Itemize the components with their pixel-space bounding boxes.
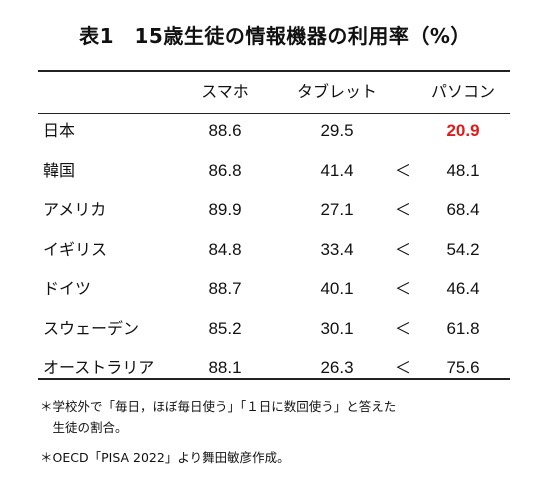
country-name: ドイツ — [43, 279, 92, 298]
less-than-mark: ＜ — [394, 240, 411, 259]
table-bottom-rule — [38, 378, 510, 380]
less-than-mark: ＜ — [394, 161, 411, 180]
smartphone-value: 88.7 — [208, 279, 242, 298]
country-name: スウェーデン — [43, 319, 140, 338]
smartphone-value: 89.9 — [208, 200, 242, 219]
less-than-mark: ＜ — [394, 319, 411, 338]
tablet-value: 30.1 — [320, 319, 354, 338]
table-header-rule — [38, 113, 510, 114]
country-name: 日本 — [43, 121, 76, 140]
less-than-mark: ＜ — [394, 279, 411, 298]
tablet-value: 29.5 — [320, 121, 354, 140]
tablet-value: 27.1 — [320, 200, 354, 219]
country-name: アメリカ — [43, 200, 107, 219]
footnote-1: ＊学校外で「毎日，ほぼ毎日使う」「１日に数回使う」と答えた — [40, 399, 397, 414]
tablet-value: 26.3 — [320, 358, 354, 377]
tablet-value: 41.4 — [320, 161, 354, 180]
pc-value: 54.2 — [446, 240, 480, 259]
tablet-value: 40.1 — [320, 279, 354, 298]
col-header-smartphone: スマホ — [201, 82, 249, 101]
col-header-tablet: タブレット — [296, 82, 377, 101]
footnote-2: 生徒の割合。 — [40, 420, 128, 435]
smartphone-value: 88.6 — [208, 121, 242, 140]
country-name: 韓国 — [43, 161, 76, 180]
smartphone-value: 88.1 — [208, 358, 242, 377]
smartphone-value: 86.8 — [208, 161, 242, 180]
less-than-mark: ＜ — [394, 358, 411, 377]
smartphone-value: 84.8 — [208, 240, 242, 259]
pc-value: 46.4 — [446, 279, 480, 298]
pc-value: 75.6 — [446, 358, 480, 377]
pc-value: 61.8 — [446, 319, 480, 338]
pc-value: 20.9 — [446, 121, 480, 140]
pc-value: 48.1 — [446, 161, 480, 180]
pc-value: 68.4 — [446, 200, 480, 219]
country-name: イギリス — [43, 240, 108, 259]
table-top-rule — [38, 70, 510, 72]
less-than-mark: ＜ — [394, 200, 411, 219]
page-title: 表1 15歳生徒の情報機器の利用率（%） — [79, 24, 471, 48]
tablet-value: 33.4 — [320, 240, 354, 259]
footnote-3: ＊OECD「PISA 2022」より舞田敏彦作成。 — [40, 450, 290, 465]
col-header-pc: パソコン — [430, 82, 495, 101]
country-name: オーストラリア — [43, 358, 155, 377]
smartphone-value: 85.2 — [208, 319, 242, 338]
